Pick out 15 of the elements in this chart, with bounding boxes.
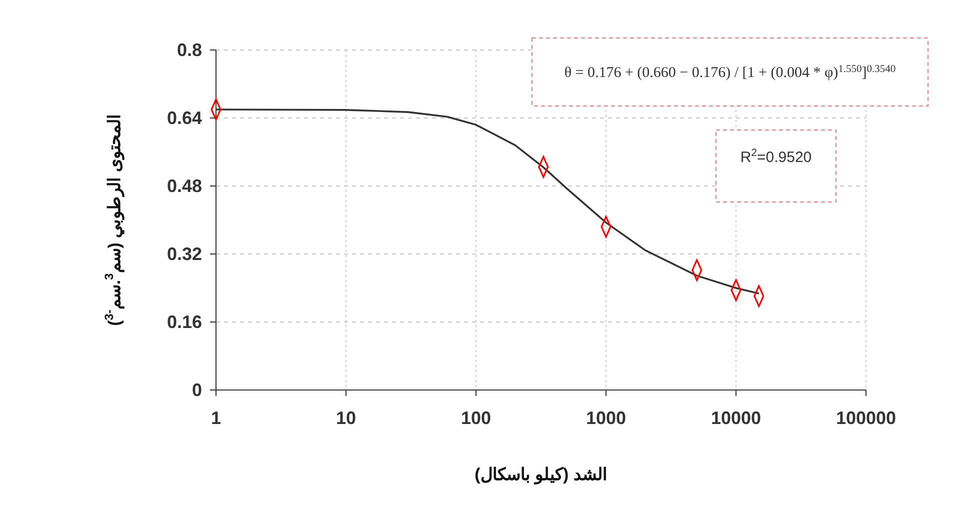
y-tick-label: 0.48	[166, 176, 202, 196]
x-tick-label: 10000	[710, 408, 762, 428]
x-tick-label: 10	[336, 408, 356, 428]
y-tick-label: 0.8	[176, 40, 202, 60]
x-tick-label: 1	[210, 408, 222, 428]
annotation: R$^{2}$=0.9520	[740, 147, 812, 166]
x-tick-label: 1000	[586, 408, 626, 428]
y-tick-label: 0.32	[166, 244, 202, 264]
y-tick-label: 0.64	[166, 108, 202, 128]
x-tick-label: 100000	[836, 408, 896, 428]
y-tick-label: 0	[192, 380, 202, 400]
x-axis-title: الشد (كيلو باسكال)	[474, 465, 608, 485]
x-tick-label: 100	[460, 408, 492, 428]
annotation: θ = 0.176 + (0.660 − 0.176) / [1 + (0.004 * φ)$^{1.550}$]$^{0.3540}$	[564, 64, 896, 81]
y-tick-label: 0.16	[166, 312, 202, 332]
